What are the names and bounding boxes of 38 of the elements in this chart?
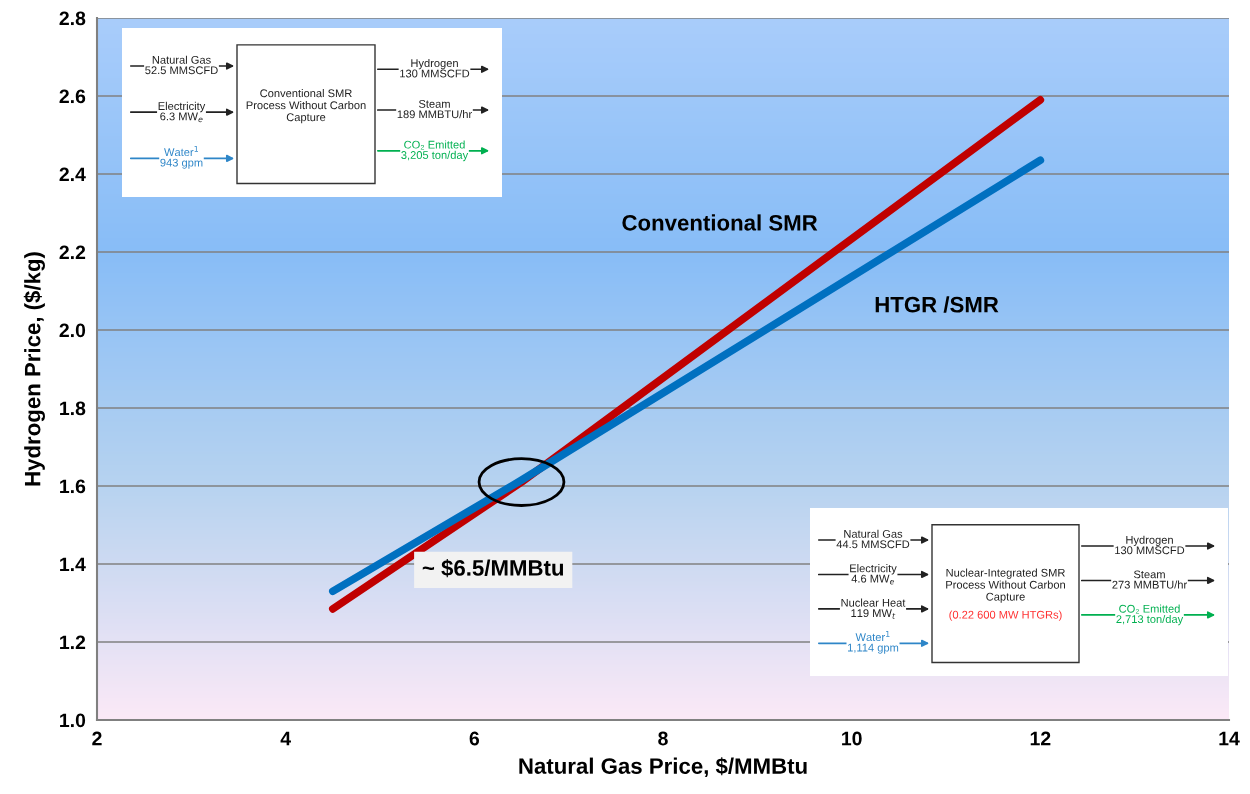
x-tick-label: 8	[658, 731, 668, 746]
annotation: Natural Gas 52.5 MMSCFD	[145, 55, 218, 75]
annotation: Natural Gas 44.5 MMSCFD	[836, 529, 910, 549]
y-tick-label: 2.8	[59, 11, 86, 26]
annotation: Nuclear-Integrated SMR Process Without Carbon Capture	[946, 568, 1065, 603]
y-tick-label: 2.4	[59, 167, 86, 182]
y-tick-label: 2.6	[59, 89, 86, 104]
series-label: HTGR /SMR	[875, 296, 999, 313]
x-tick-label: 14	[1219, 731, 1240, 746]
y-tick-label: 1.6	[60, 479, 86, 494]
annotation: Conventional SMR Process Without Carbon Capture	[246, 89, 366, 124]
y-tick-label: 2.0	[59, 323, 86, 338]
y-tick-label: 1.0	[60, 713, 86, 728]
x-axis-title: Natural Gas Price, $/MMBtu	[519, 757, 807, 778]
annotation: Hydrogen 130 MMSCFD	[400, 58, 470, 78]
annotation: Steam 273 MMBTU/hr	[1112, 570, 1187, 589]
annotation: Hydrogen 130 MMSCFD	[1115, 535, 1185, 555]
annotation: CO₂ Emitted 3,205 ton/day	[401, 140, 469, 162]
x-tick-label: 12	[1030, 731, 1051, 746]
x-tick-label: 10	[842, 731, 862, 746]
y-tick-label: 1.8	[60, 401, 86, 416]
x-tick-label: 2	[92, 731, 102, 746]
x-tick-label: 6	[469, 731, 480, 746]
annotation: Water$^{1}$ 1,114 gpm	[848, 631, 899, 654]
y-tick-label: 1.2	[60, 635, 86, 650]
annotation: Steam 189 MMBTU/hr	[397, 99, 472, 119]
annotation: (0.22 600 MW HTGRs)	[949, 610, 1062, 621]
annotation: Water$^{1}$ 943 gpm	[160, 146, 203, 169]
annotation: Electricity 4.6 MW$_{e}$	[850, 564, 897, 585]
annotation: Nuclear Heat 119 MW$_{t}$	[841, 598, 906, 619]
annotation: ~ $6.5/MMBtu	[422, 559, 564, 578]
x-tick-label: 4	[280, 731, 291, 746]
annotation: Electricity 6.3 MW$_{e}$	[158, 101, 206, 123]
y-tick-label: 1.4	[60, 557, 86, 572]
annotation: CO₂ Emitted 2,713 ton/day	[1116, 604, 1184, 626]
y-tick-label: 2.2	[59, 245, 86, 260]
series-label: Conventional SMR	[622, 214, 818, 231]
y-axis-title: Hydrogen Price, ($/kg)	[23, 252, 45, 486]
